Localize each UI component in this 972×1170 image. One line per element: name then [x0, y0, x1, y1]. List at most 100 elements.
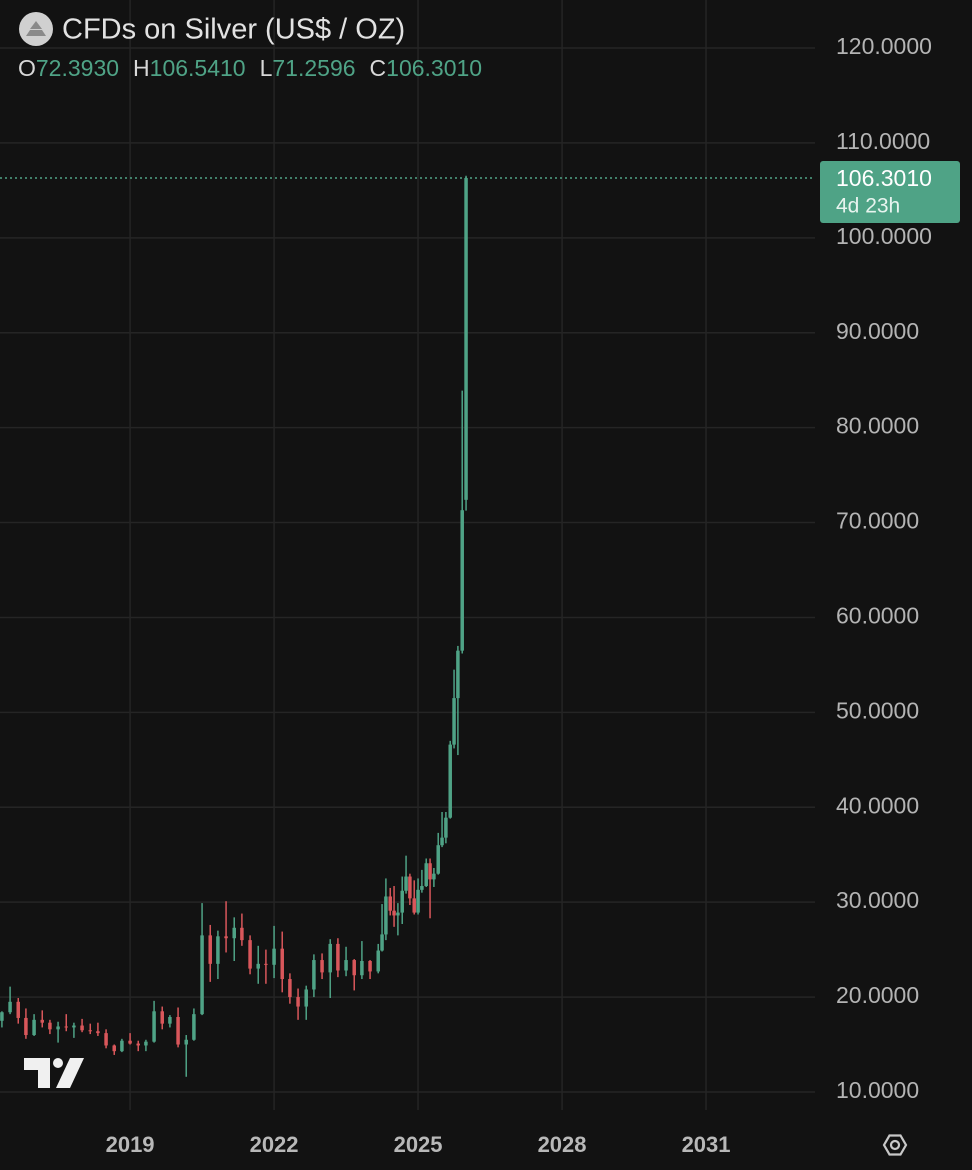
candle-body — [428, 863, 432, 880]
candle-body — [64, 1026, 68, 1028]
candle-body — [416, 889, 420, 913]
candle-body — [424, 863, 428, 887]
candle-body — [168, 1016, 172, 1024]
candle-body — [224, 936, 228, 939]
logo-part — [53, 1058, 63, 1068]
countdown-label: 4d 23h — [836, 195, 900, 218]
candle-body — [288, 979, 292, 998]
y-tick-label: 120.0000 — [836, 33, 932, 59]
last-price-label: 106.3010 — [836, 165, 932, 191]
candle-body — [264, 963, 268, 965]
candle-body — [216, 936, 220, 964]
candle-body — [376, 950, 380, 972]
candle-body — [432, 873, 436, 880]
candle-body — [360, 961, 364, 976]
candle-body — [184, 1039, 188, 1045]
candle-body — [120, 1040, 124, 1052]
ohlc-value: 72.3930 — [36, 55, 119, 81]
ohlc-key: L — [260, 55, 273, 81]
candle-body — [384, 896, 388, 935]
candle-body — [192, 1014, 196, 1040]
ohlc-legend: O72.3930 H106.5410 L71.2596 C106.3010 — [18, 55, 482, 81]
candle-body — [96, 1031, 100, 1034]
settings-icon[interactable] — [889, 1139, 901, 1151]
candle-body — [336, 943, 340, 971]
x-tick-label: 2028 — [538, 1132, 587, 1157]
ohlc-key: H — [133, 55, 150, 81]
chart-title: CFDs on Silver (US$ / OZ) — [62, 14, 405, 46]
y-tick-label: 10.0000 — [836, 1077, 919, 1103]
candle-body — [464, 178, 468, 500]
candle-body — [272, 948, 276, 965]
y-tick-label: 70.0000 — [836, 508, 919, 534]
candle-body — [16, 1001, 20, 1018]
candle-body — [396, 912, 400, 916]
candle-body — [460, 510, 464, 651]
x-tick-label: 2025 — [394, 1132, 443, 1157]
ohlc-value: 106.3010 — [386, 55, 482, 81]
ohlc-key: C — [370, 55, 387, 81]
candle-body — [24, 1017, 28, 1036]
candle-body — [296, 997, 300, 1007]
candle-body — [160, 1011, 164, 1024]
candle-body — [48, 1022, 52, 1030]
candle-body — [436, 845, 440, 874]
candle-body — [440, 837, 444, 846]
candle-body — [32, 1019, 36, 1036]
candle-body — [144, 1041, 148, 1046]
candle-body — [128, 1040, 132, 1044]
candle-body — [312, 960, 316, 990]
candle-body — [352, 960, 356, 976]
logo-part — [24, 1058, 50, 1088]
x-tick-label: 2022 — [250, 1132, 299, 1157]
candle-body — [380, 934, 384, 951]
candle-body — [176, 1016, 180, 1045]
settings-icon[interactable] — [882, 1134, 908, 1156]
candle-body — [328, 943, 332, 973]
x-tick-label: 2031 — [682, 1132, 731, 1157]
ohlc-value: 71.2596 — [272, 55, 355, 81]
y-tick-label: 50.0000 — [836, 697, 919, 723]
candle-body — [40, 1019, 44, 1023]
candle-body — [56, 1026, 60, 1030]
candle-body — [200, 935, 204, 1015]
candle-body — [400, 890, 404, 913]
y-tick-label: 90.0000 — [836, 318, 919, 344]
y-tick-label: 100.0000 — [836, 223, 932, 249]
candle-body — [456, 650, 460, 699]
candle-body — [420, 886, 424, 890]
candle-body — [248, 940, 252, 969]
last-price-badge — [820, 161, 960, 224]
candle-body — [320, 960, 324, 973]
settings-button[interactable] — [882, 1134, 908, 1156]
candle-body — [112, 1045, 116, 1052]
axes: 10.0000 20.0000 30.0000 40.0000 50.0000 60.00… — [0, 33, 960, 1157]
candle-body — [232, 927, 236, 939]
candle-body — [80, 1025, 84, 1031]
symbol-icon-mark — [26, 21, 46, 36]
logo-part — [56, 1058, 84, 1088]
candle-body — [344, 960, 348, 971]
candle-body — [304, 989, 308, 1007]
y-tick-label: 30.0000 — [836, 887, 919, 913]
candle-body — [240, 927, 244, 941]
candle-body — [104, 1033, 108, 1046]
candle-body — [368, 961, 372, 972]
candle-body — [72, 1025, 76, 1028]
grid — [0, 0, 815, 1110]
candle-body — [0, 1012, 4, 1021]
candle-body — [88, 1030, 92, 1032]
candle-body — [444, 817, 448, 838]
candle-body — [208, 935, 212, 964]
candle-body — [392, 910, 396, 916]
candle-body — [136, 1043, 140, 1046]
candle-body — [388, 896, 392, 911]
candle-body — [8, 1001, 12, 1013]
ohlc-key: O — [18, 55, 36, 81]
logo — [24, 1058, 84, 1088]
y-tick-label: 60.0000 — [836, 603, 919, 629]
candle-body — [152, 1011, 156, 1042]
candle-body — [404, 876, 408, 891]
